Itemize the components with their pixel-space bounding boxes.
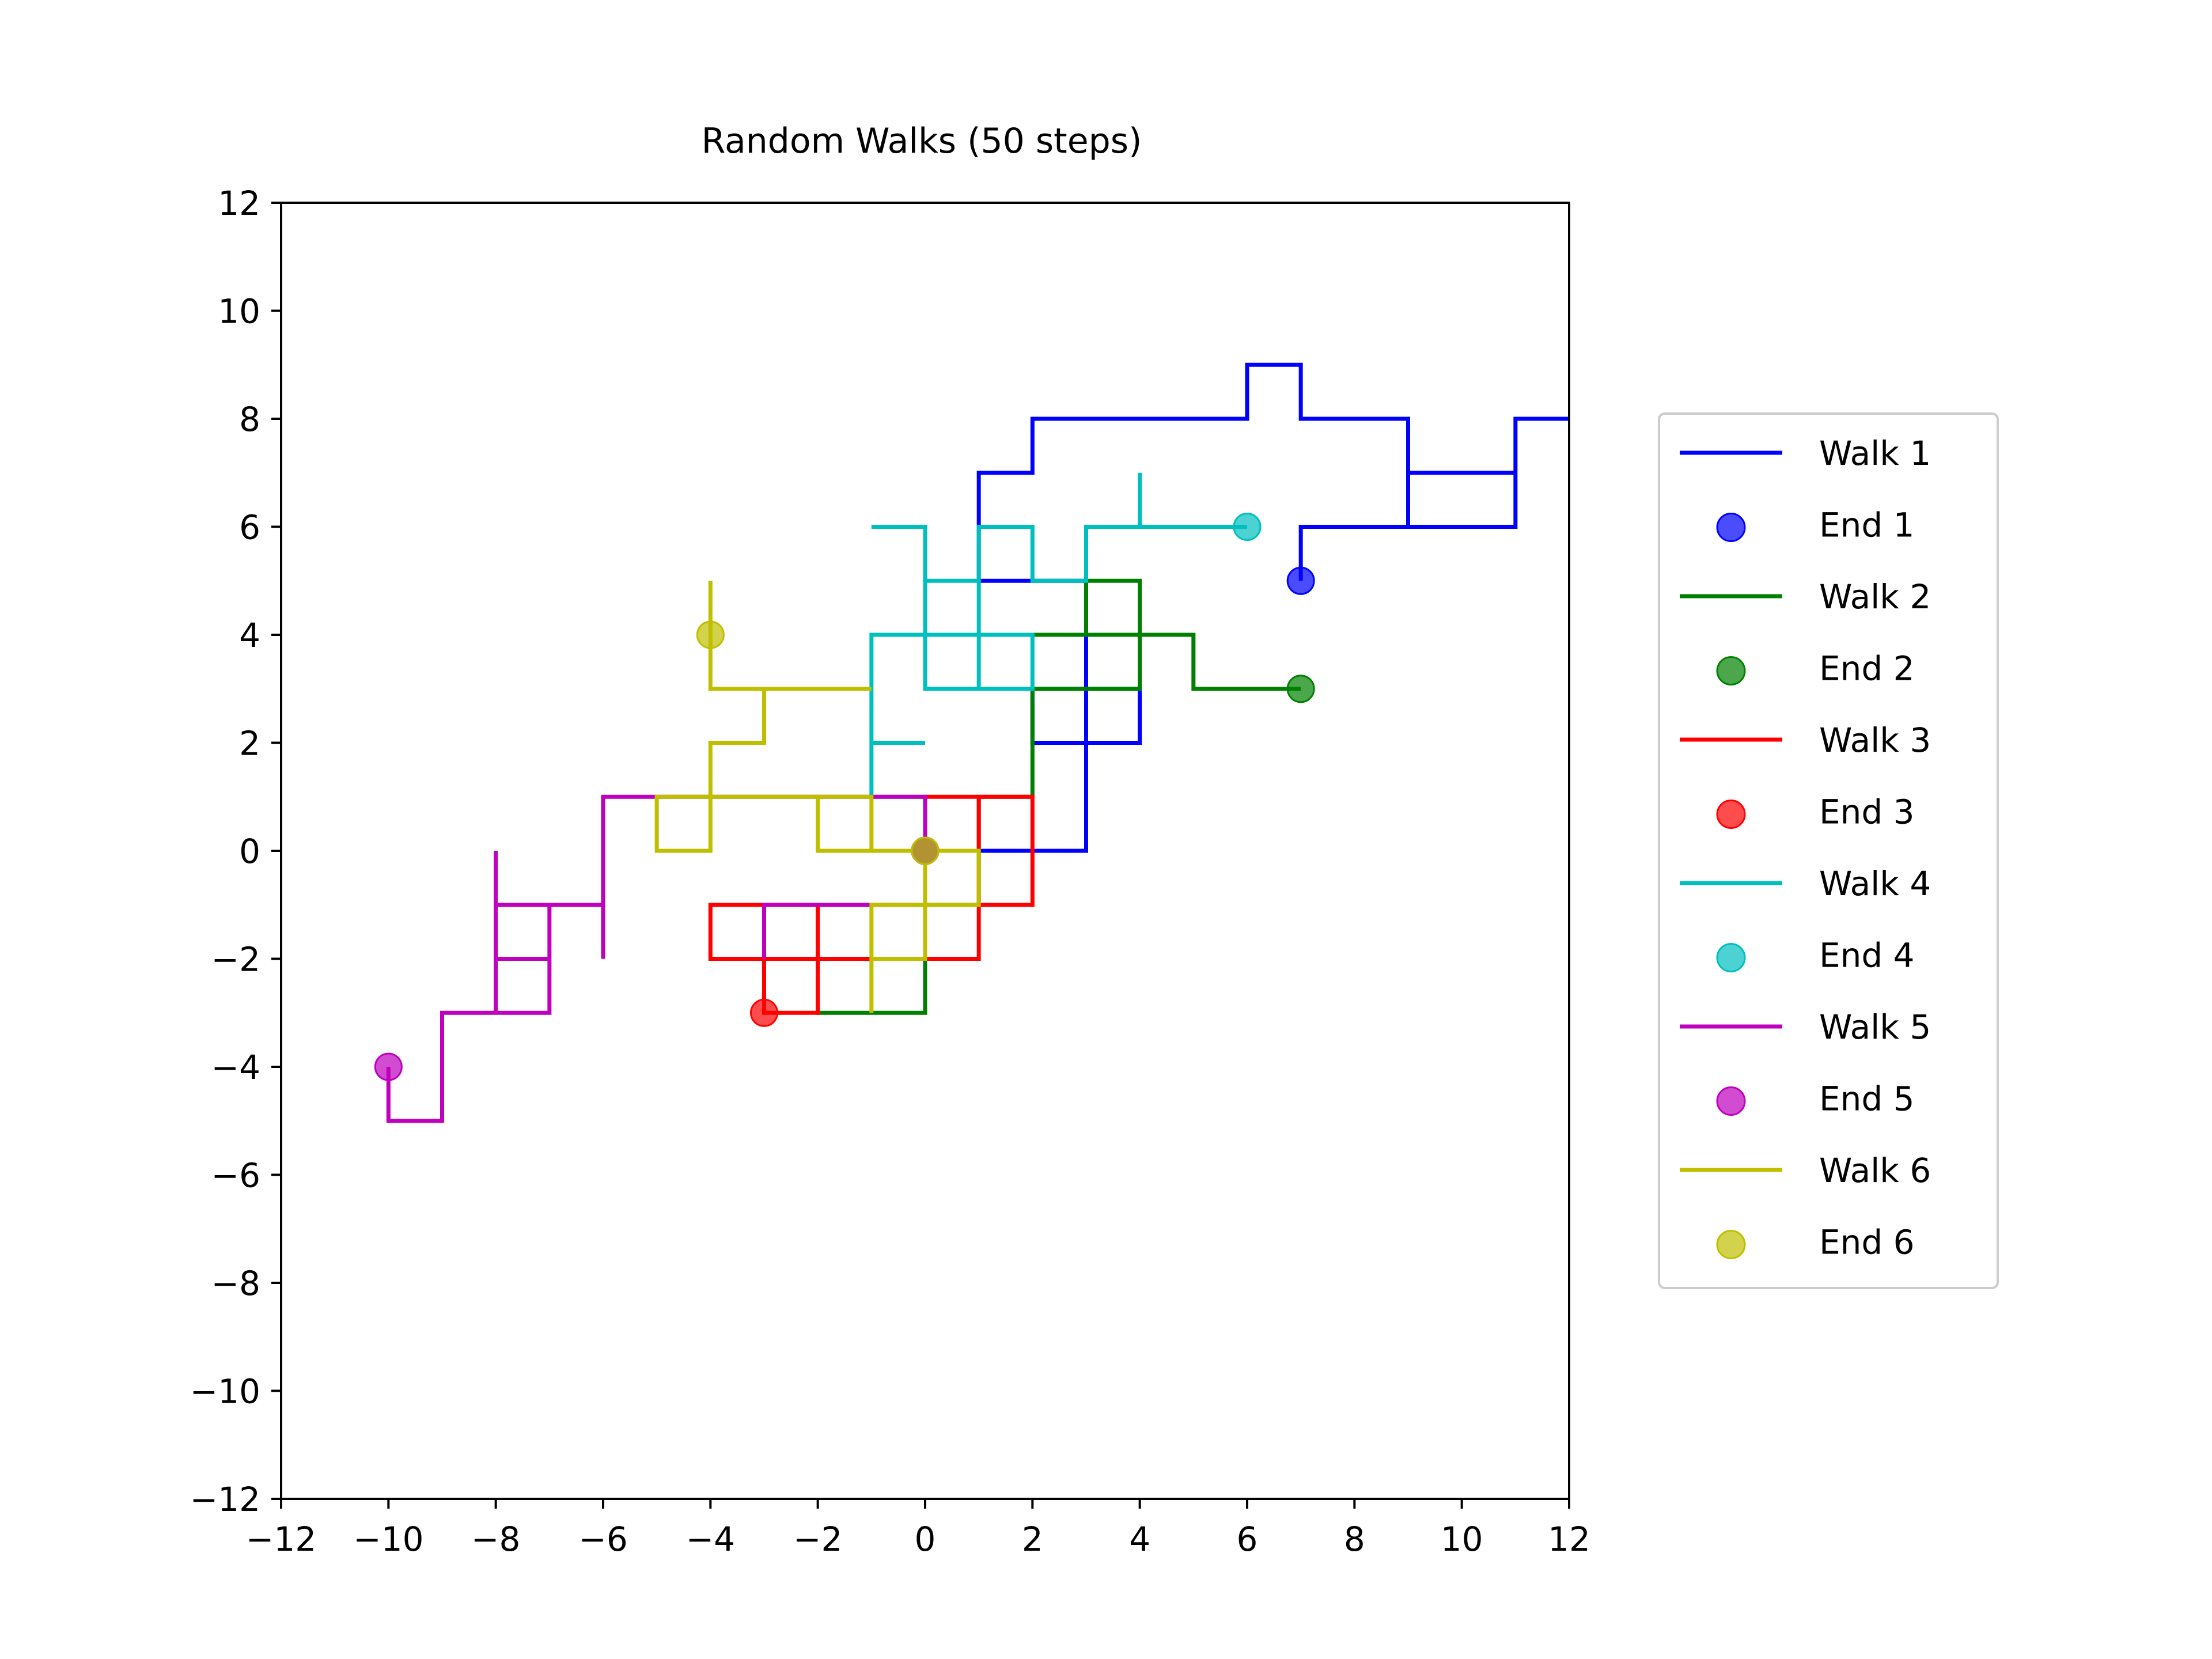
y-tick-label: 6	[239, 508, 260, 547]
legend-end-6-swatch	[1716, 1230, 1746, 1259]
legend-end-3-swatch	[1716, 800, 1746, 829]
y-tick-label: 2	[239, 724, 260, 763]
x-tick-label: −12	[246, 1520, 316, 1559]
y-tick-label: 0	[239, 832, 260, 871]
end-6-marker	[696, 620, 725, 649]
legend-end-2-swatch	[1716, 656, 1746, 685]
end-5-marker	[374, 1052, 403, 1081]
walk-6-start-marker	[911, 836, 940, 865]
x-tick-label: −2	[793, 1520, 843, 1559]
legend-walk-3-label: Walk 3	[1819, 721, 1931, 760]
x-tick-label: −6	[578, 1520, 628, 1559]
y-axis: −12 −10 −8 −6 −4 −2 0 2 4 6 8 10 12	[190, 184, 281, 1519]
y-tick-label: −4	[211, 1048, 261, 1087]
legend-end-4-label: End 4	[1819, 936, 1915, 975]
y-tick-label: 10	[218, 292, 260, 331]
x-tick-label: 6	[1237, 1520, 1258, 1559]
legend-walk-6-label: Walk 6	[1819, 1151, 1931, 1190]
x-tick-label: −10	[353, 1520, 423, 1559]
end-4-marker	[1233, 513, 1262, 541]
legend-end-5-label: End 5	[1819, 1080, 1915, 1119]
y-tick-label: 4	[239, 616, 260, 655]
legend-walk-1-label: Walk 1	[1819, 434, 1931, 473]
walk-6-line	[654, 581, 981, 1013]
y-tick-label: 12	[218, 184, 260, 223]
legend-end-5-swatch	[1716, 1086, 1746, 1116]
x-tick-label: 10	[1441, 1520, 1483, 1559]
plot-lines	[386, 362, 1569, 1123]
x-tick-label: 2	[1022, 1520, 1043, 1559]
end-2-marker	[1286, 675, 1315, 703]
y-tick-label: −6	[211, 1156, 261, 1195]
x-tick-label: 12	[1548, 1520, 1590, 1559]
legend-walk-5-label: Walk 5	[1819, 1007, 1931, 1047]
legend-frame	[1658, 412, 1999, 1289]
walk-5-line	[386, 794, 927, 1123]
end-3-marker	[750, 998, 778, 1027]
x-axis: −12 −10 −8 −6 −4 −2 0 2 4 6 8 10 12	[246, 1499, 1590, 1559]
x-tick-label: −8	[471, 1520, 521, 1559]
end-1-marker	[1286, 566, 1315, 595]
plot-markers	[374, 513, 1315, 1081]
y-tick-label: 8	[239, 400, 260, 439]
legend: Walk 1 End 1 Walk 2 End 2 Walk 3 End 3 Walk 4 E…	[1658, 412, 1999, 1289]
legend-end-1-swatch	[1716, 513, 1746, 542]
x-tick-label: −4	[686, 1520, 736, 1559]
chart-title: Random Walks (50 steps)	[702, 121, 1142, 161]
x-tick-label: 8	[1344, 1520, 1365, 1559]
x-tick-label: 0	[915, 1520, 936, 1559]
legend-items: Walk 1 End 1 Walk 2 End 2 Walk 3 End 3 Walk 4 E…	[1680, 434, 1931, 1262]
legend-end-4-swatch	[1716, 943, 1746, 972]
x-tick-label: 4	[1129, 1520, 1150, 1559]
legend-walk-4-label: Walk 4	[1819, 864, 1931, 903]
legend-end-2-label: End 2	[1819, 649, 1915, 688]
legend-end-1-label: End 1	[1819, 506, 1915, 545]
y-tick-label: −12	[190, 1480, 260, 1519]
walk-2-line	[816, 578, 1301, 1015]
legend-end-3-label: End 3	[1819, 793, 1915, 832]
y-tick-label: −8	[211, 1264, 261, 1303]
y-tick-label: −2	[211, 940, 261, 979]
legend-walk-2-label: Walk 2	[1819, 577, 1931, 616]
walk-4-line	[869, 472, 1247, 851]
y-tick-label: −10	[190, 1372, 260, 1411]
legend-end-6-label: End 6	[1819, 1223, 1915, 1262]
